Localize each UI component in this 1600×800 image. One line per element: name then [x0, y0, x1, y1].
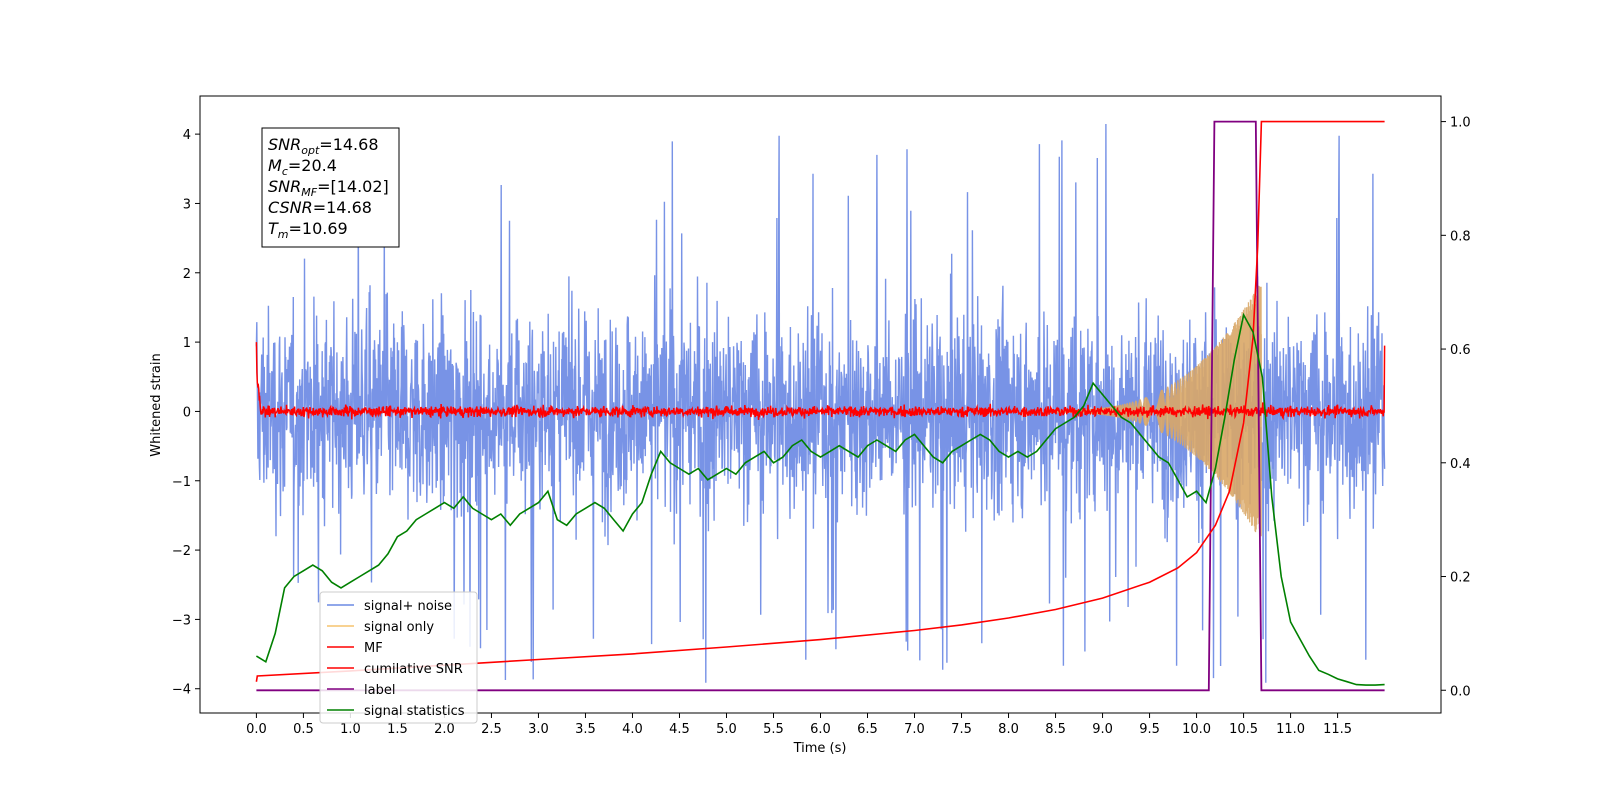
x-tick-label: 11.5: [1323, 722, 1352, 737]
y-right-tick-label: 1.0: [1450, 116, 1471, 131]
y-left-tick-label: 0: [183, 405, 191, 420]
x-tick-label: 1.5: [387, 722, 408, 737]
y-right-tick-label: 0.6: [1450, 343, 1471, 358]
legend-label: cumilative SNR: [364, 662, 463, 677]
x-tick-label: 4.0: [622, 722, 643, 737]
annotation-subscript: MF: [301, 186, 317, 199]
y-left-tick-label: 3: [183, 197, 191, 212]
series-layer: [255, 120, 1386, 692]
x-tick-label: 0.0: [246, 722, 267, 737]
y-right-tick-label: 0.8: [1450, 229, 1471, 244]
y-left-tick-label: 2: [183, 267, 191, 282]
legend-label: signal statistics: [364, 704, 465, 719]
legend-label: label: [364, 683, 395, 698]
x-tick-label: 8.5: [1045, 722, 1066, 737]
y-left-tick-label: −4: [172, 683, 191, 698]
annotation-subscript: opt: [301, 144, 320, 157]
y-right-tick-label: 0.0: [1450, 684, 1471, 699]
legend-label: MF: [364, 641, 383, 656]
x-tick-label: 7.0: [904, 722, 925, 737]
x-tick-label: 8.0: [998, 722, 1019, 737]
y-axis-label: Whitened strain: [149, 353, 164, 456]
x-tick-label: 2.5: [481, 722, 502, 737]
series-signal-statistics: [255, 312, 1385, 686]
annotation-subscript: m: [278, 228, 289, 241]
x-tick-label: 9.0: [1092, 722, 1113, 737]
annotation-value: =[14.02]: [317, 177, 389, 196]
legend-frame: [319, 591, 478, 724]
annotation-subscript: c: [282, 165, 288, 178]
x-tick-label: 10.0: [1182, 722, 1211, 737]
x-tick-label: 5.5: [763, 722, 784, 737]
legend-label: signal+ noise: [364, 599, 452, 614]
x-tick-label: 5.0: [716, 722, 737, 737]
annotation-line: SNRMF=[14.02]: [268, 177, 389, 199]
y-left-tick-label: −1: [172, 475, 191, 490]
x-tick-label: 4.5: [669, 722, 690, 737]
y-right-tick-label: 0.2: [1450, 571, 1471, 586]
x-tick-label: 0.5: [293, 722, 314, 737]
legend: signal+ noise signal only MF cumilative SNR…: [319, 591, 478, 724]
annotation-symbol: CSNR: [268, 198, 313, 217]
annotation-frame: [261, 127, 400, 248]
annotation-value: =20.4: [288, 156, 337, 175]
annotation-line: Mc=20.4: [268, 156, 337, 178]
annotation-value: =14.68: [313, 198, 372, 217]
x-tick-label: 10.5: [1229, 722, 1258, 737]
annotation-line: SNRopt=14.68: [268, 135, 379, 157]
annotation-symbol: T: [268, 219, 279, 238]
y-left-tick-label: 1: [183, 336, 191, 351]
annotation-symbol: SNR: [268, 177, 301, 196]
series-label: [256, 120, 1385, 692]
y-right-tick-label: 0.4: [1450, 457, 1471, 472]
y-left-tick-label: 4: [183, 128, 191, 143]
x-tick-label: 9.5: [1139, 722, 1160, 737]
x-tick-label: 2.0: [434, 722, 455, 737]
y-left-tick-label: −2: [172, 544, 191, 559]
x-tick-label: 6.0: [810, 722, 831, 737]
annotation-line: CSNR=14.68: [268, 198, 372, 217]
x-tick-label: 6.5: [857, 722, 878, 737]
x-axis-label: Time (s): [793, 741, 847, 756]
series-cumulative-snr: [255, 120, 1385, 682]
x-tick-label: 3.5: [575, 722, 596, 737]
annotation-symbol: M: [268, 156, 282, 175]
annotation-value: =10.69: [289, 219, 348, 238]
series-mf: [255, 342, 1386, 421]
x-tick-label: 1.0: [340, 722, 361, 737]
annotation-value: =14.68: [319, 135, 378, 154]
y-left-tick-label: −3: [172, 613, 191, 628]
stats-annotation-box: SNRopt=14.68Mc=20.4SNRMF=[14.02]CSNR=14.…: [261, 127, 400, 248]
axes-layer: 0.0 0.5 1.0 1.5 2.0 2.5 3.0 3.5 4.0 4.5 5.0 5.5 6.0 6…: [172, 116, 1471, 737]
annotation-line: Tm=10.69: [268, 219, 348, 241]
legend-label: signal only: [364, 620, 434, 635]
annotation-symbol: SNR: [268, 135, 301, 154]
x-tick-label: 3.0: [528, 722, 549, 737]
x-tick-label: 7.5: [951, 722, 972, 737]
x-tick-label: 11.0: [1276, 722, 1305, 737]
